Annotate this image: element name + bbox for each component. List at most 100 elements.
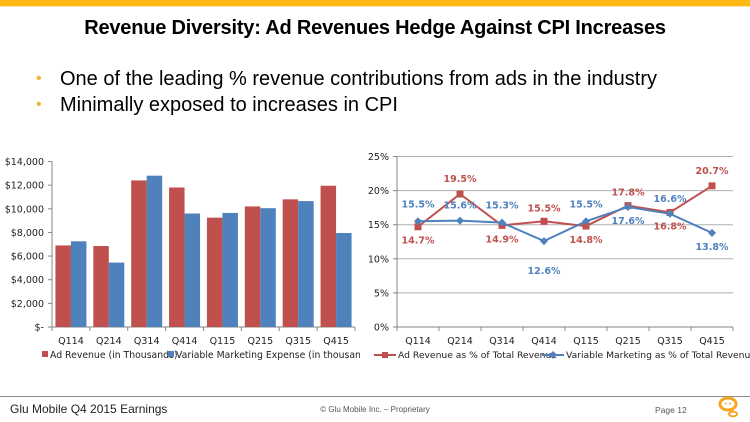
y-tick-label: $12,000 (5, 181, 44, 192)
bar-variable-marketing (184, 213, 201, 327)
y-tick-label: $14,000 (5, 157, 44, 168)
line-chart: 0% 5% 10% 15% 20% 25% Q114 Q214 Q314 Q414 Q115 Q215… (368, 152, 750, 361)
data-label-ad-revenue: 19.5% (444, 174, 477, 185)
data-label-ad-revenue: 14.8% (570, 235, 603, 246)
y-tick-label: $4,000 (11, 275, 44, 286)
y-tick-label: 20% (368, 186, 389, 197)
marker-variable-marketing (456, 216, 464, 225)
x-tick-label: Q415 (323, 336, 349, 347)
bar-chart-container: $- $2,000 $4,000 $6,000 $8,000 $10,000 $12,000… (0, 145, 376, 375)
footer-title: Glu Mobile Q4 2015 Earnings (10, 402, 168, 416)
accent-bar-shadow (0, 6, 750, 7)
marker-ad-revenue (708, 182, 716, 190)
line-ad-revenue (417, 184, 713, 228)
data-label-variable-marketing: 17.6% (612, 216, 645, 227)
marker-variable-marketing (666, 209, 674, 218)
footer-copyright: © Glu Mobile Inc. – Proprietary (320, 405, 430, 414)
x-tick-label: Q214 (447, 336, 473, 347)
bar-ad-revenue (206, 217, 223, 327)
y-tick-label: 15% (368, 220, 389, 231)
y-tick-label: $10,000 (5, 204, 44, 215)
bullet-text: Minimally exposed to increases in CPI (60, 94, 398, 116)
legend-label-variable-marketing: Variable Marketing as % of Total Revenue (566, 350, 750, 361)
x-tick-label: Q314 (134, 336, 160, 347)
bar-ad-revenue (93, 246, 109, 327)
y-tick-label: $6,000 (11, 252, 44, 263)
marker-ad-revenue (540, 217, 548, 225)
legend-label-ad-revenue: Ad Revenue as % of Total Revenue (398, 350, 557, 361)
accent-bar (0, 0, 750, 6)
bullet-dot-icon: • (36, 70, 42, 87)
x-tick-label: Q215 (615, 336, 641, 347)
bullet-list: • One of the leading % revenue contribut… (36, 66, 657, 118)
x-tick-label: Q314 (489, 336, 515, 347)
data-label-ad-revenue: 16.8% (654, 221, 687, 232)
x-tick-label: Q115 (210, 336, 236, 347)
marker-ad-revenue (414, 223, 422, 231)
data-label-variable-marketing: 15.3% (486, 201, 519, 212)
marker-variable-marketing (498, 218, 506, 227)
legend-label-variable-marketing: Variable Marketing Expense (in thousands… (176, 350, 360, 361)
y-tick-label: $2,000 (11, 299, 44, 310)
page-number: Page 12 (655, 405, 687, 415)
footer-divider (0, 396, 750, 397)
bar-ad-revenue (320, 185, 337, 327)
bar-variable-marketing (336, 233, 352, 327)
marker-variable-marketing (414, 217, 422, 226)
y-tick-label: 5% (374, 288, 389, 299)
x-tick-label: Q315 (285, 336, 311, 347)
bar-variable-marketing (146, 175, 163, 327)
bar-ad-revenue (131, 180, 147, 327)
data-label-variable-marketing: 16.6% (654, 194, 687, 205)
data-label-ad-revenue: 17.8% (612, 188, 645, 199)
x-tick-label: Q415 (699, 336, 725, 347)
bar-variable-marketing (260, 208, 276, 327)
y-tick-label: 25% (368, 152, 389, 163)
marker-variable-marketing (582, 217, 590, 226)
y-tick-label: $- (35, 323, 44, 334)
line-variable-marketing (417, 205, 713, 243)
bullet-item: • Minimally exposed to increases in CPI (36, 92, 657, 118)
bar-ad-revenue (282, 199, 299, 327)
x-tick-label: Q215 (248, 336, 274, 347)
bar-variable-marketing (298, 201, 314, 327)
bullet-dot-icon: • (36, 96, 42, 113)
y-tick-label: 0% (374, 323, 389, 334)
legend-label-ad-revenue: Ad Revenue (in Thousands) (50, 350, 178, 361)
data-label-ad-revenue: 14.7% (402, 236, 435, 247)
x-tick-label: Q214 (96, 336, 122, 347)
x-tick-label: Q414 (531, 336, 557, 347)
bar-variable-marketing (108, 262, 125, 327)
data-label-variable-marketing: 12.6% (528, 266, 561, 277)
x-tick-label: Q315 (657, 336, 683, 347)
x-tick-label: Q115 (573, 336, 599, 347)
data-label-variable-marketing: 15.6% (444, 201, 477, 212)
bar-ad-revenue (244, 206, 261, 327)
y-tick-label: $8,000 (11, 228, 44, 239)
legend-marker-variable-marketing (549, 351, 557, 359)
bar-ad-revenue (169, 187, 185, 327)
data-label-variable-marketing: 15.5% (402, 199, 435, 210)
bullet-item: • One of the leading % revenue contribut… (36, 66, 657, 92)
legend-swatch-ad-revenue (42, 351, 48, 357)
x-tick-label: Q114 (405, 336, 431, 347)
bar-variable-marketing (70, 241, 87, 327)
data-label-variable-marketing: 13.8% (696, 242, 729, 253)
data-label-ad-revenue: 15.5% (528, 203, 561, 214)
marker-variable-marketing (708, 228, 716, 237)
bar-ad-revenue (55, 245, 71, 327)
legend-marker-ad-revenue (382, 352, 388, 358)
data-label-ad-revenue: 14.9% (486, 234, 519, 245)
glu-logo-icon (718, 396, 738, 418)
data-label-variable-marketing: 15.5% (570, 199, 603, 210)
y-tick-label: 10% (368, 254, 389, 265)
legend-swatch-variable-marketing (168, 351, 174, 357)
bullet-text: One of the leading % revenue contributio… (60, 68, 658, 90)
slide-title: Revenue Diversity: Ad Revenues Hedge Aga… (84, 17, 666, 39)
line-chart-container: 0% 5% 10% 15% 20% 25% Q114 Q214 Q314 Q414 Q115 Q215… (360, 145, 750, 375)
marker-ad-revenue (582, 222, 590, 230)
x-tick-label: Q114 (58, 336, 84, 347)
x-tick-label: Q414 (172, 336, 198, 347)
data-label-ad-revenue: 20.7% (696, 166, 729, 177)
marker-ad-revenue (456, 190, 464, 198)
